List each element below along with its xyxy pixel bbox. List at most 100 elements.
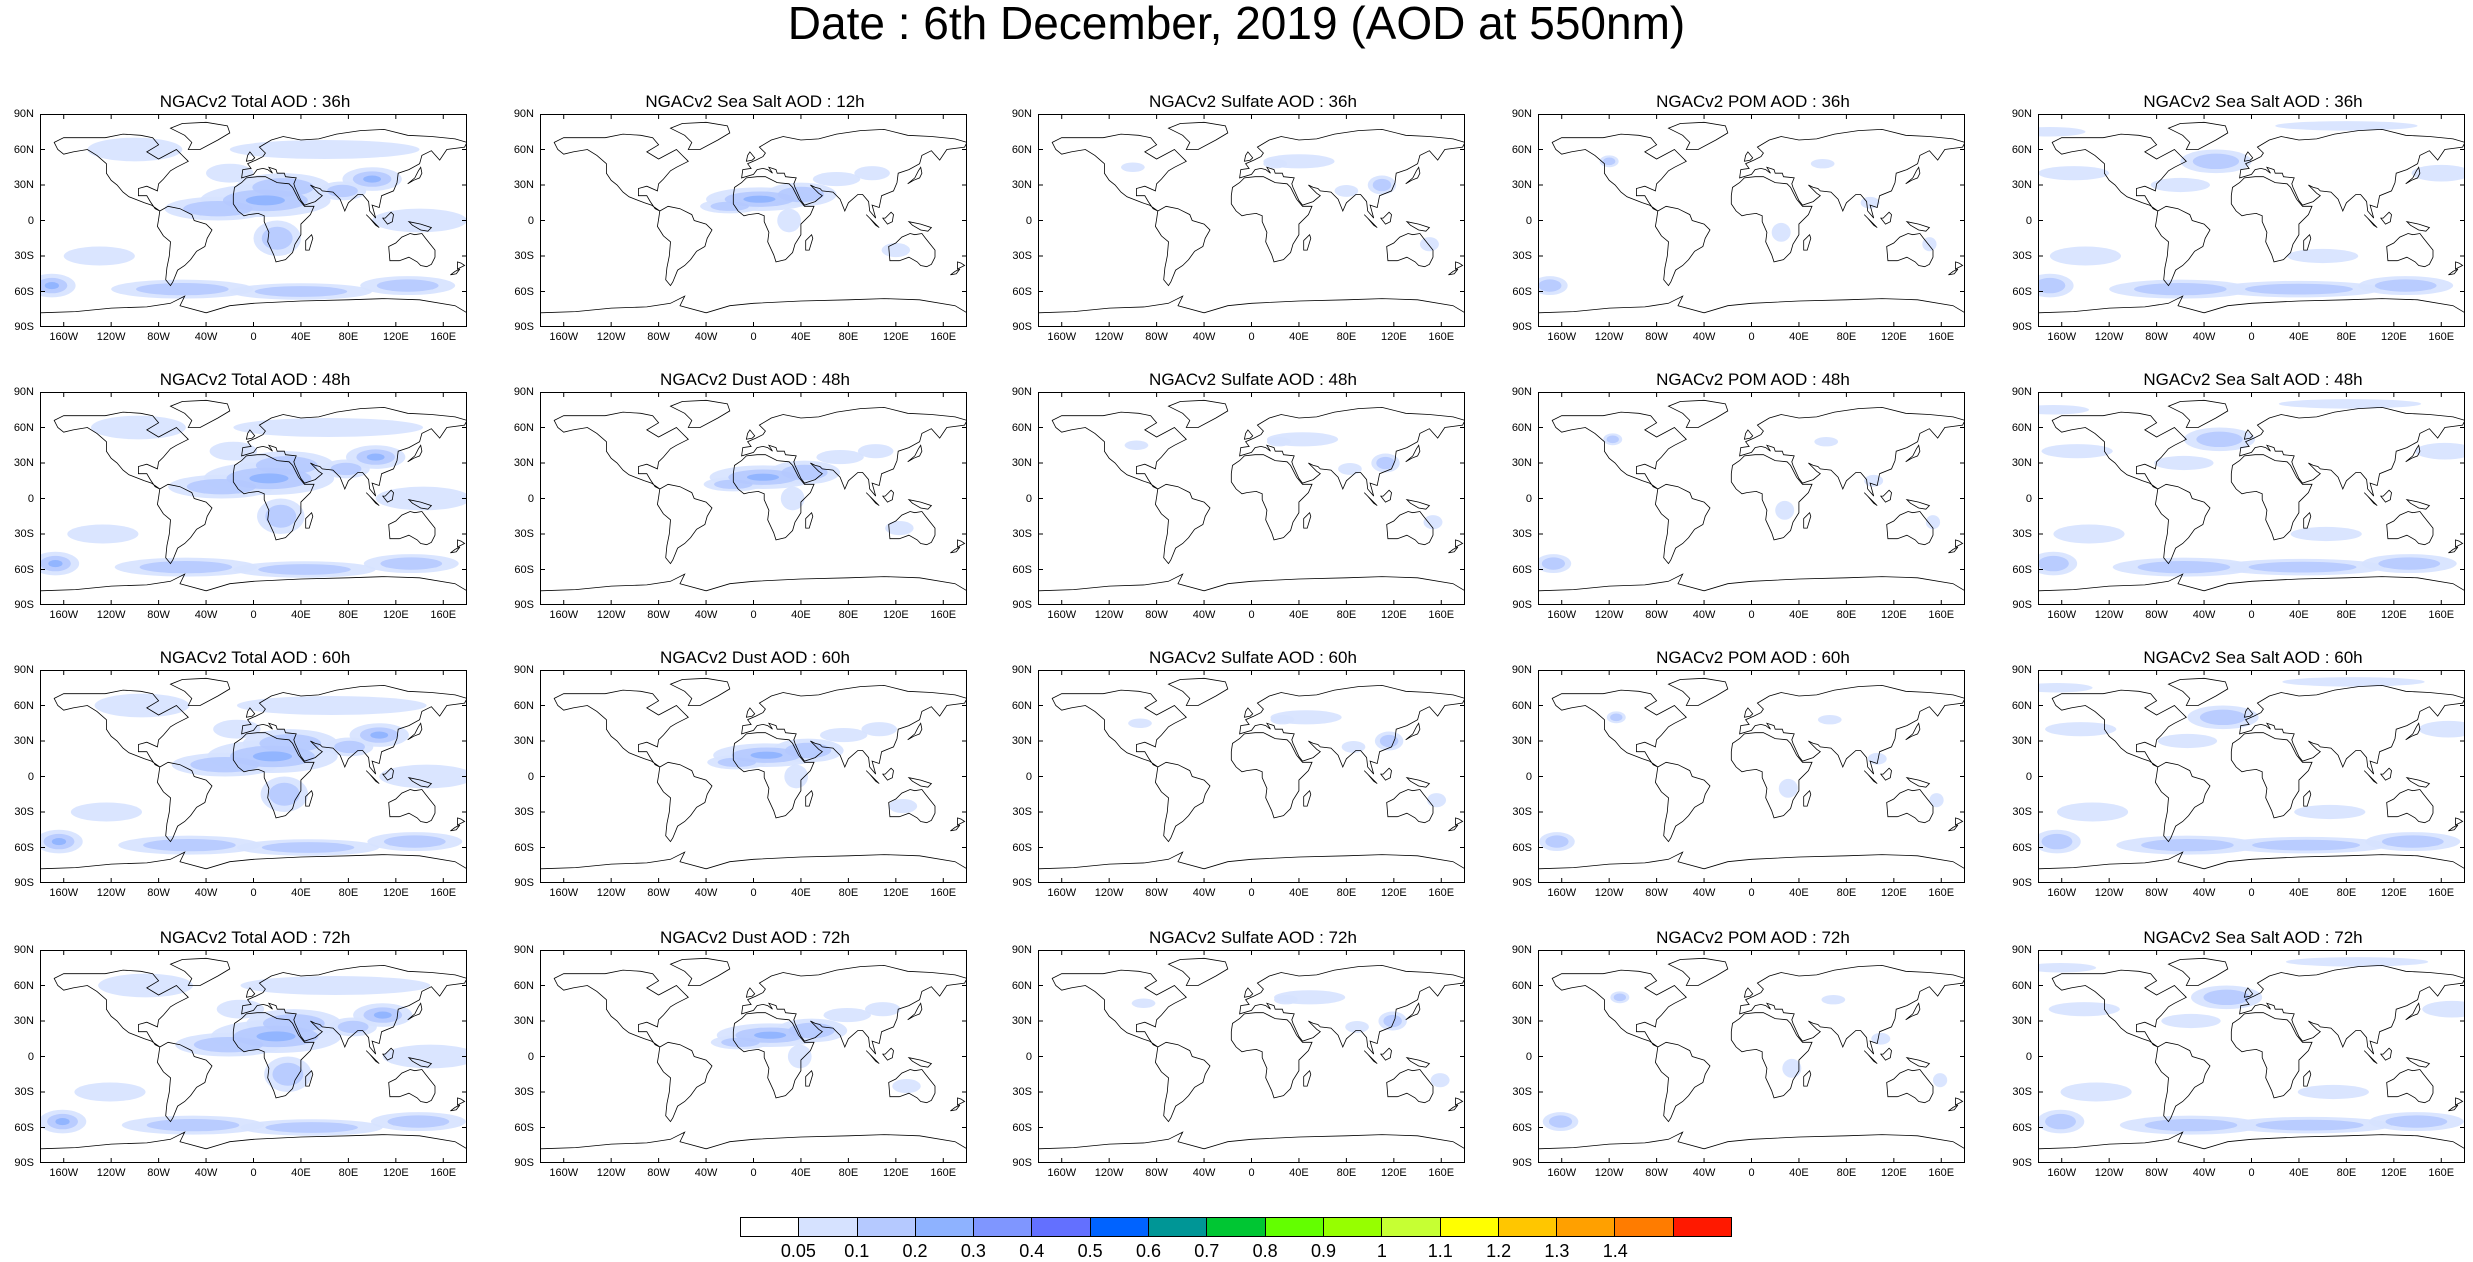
colorbar-swatch [1498, 1218, 1558, 1236]
lon-label: 0 [1248, 609, 1255, 621]
coastline [2230, 454, 2313, 541]
colorbar-label: 0.7 [1194, 1241, 1220, 1261]
coastline [1667, 957, 1729, 986]
world-map [2038, 670, 2465, 883]
aod-shading [1334, 185, 1359, 197]
coastline [457, 539, 466, 548]
coastline [1239, 684, 1465, 775]
lat-label: 60N [513, 699, 534, 712]
coastline [2239, 964, 2465, 1055]
lon-label: 160E [1428, 331, 1455, 343]
lat-label: 90N [13, 944, 34, 956]
lat-label: 30S [514, 806, 534, 818]
aod-shading [44, 282, 59, 290]
world-map [1038, 670, 1465, 883]
lon-label: 80E [838, 887, 859, 899]
coastline [2455, 817, 2464, 826]
coastline [888, 233, 936, 268]
coastline [1303, 1069, 1312, 1087]
aod-shading [252, 178, 314, 197]
aod-shading [63, 246, 135, 266]
coastline [1886, 789, 1934, 824]
lon-label: 80W [647, 609, 670, 621]
coastline [232, 454, 315, 541]
coastline [669, 121, 731, 150]
lon-label: 80W [647, 887, 670, 899]
lat-label: 90N [513, 664, 534, 676]
lat-label: 30S [14, 528, 34, 540]
coastline [2405, 166, 2421, 185]
aod-shading [268, 782, 300, 806]
colorbar-swatch [1557, 1218, 1616, 1236]
coastline [745, 707, 756, 718]
aod-shading [383, 835, 446, 848]
coastline [1879, 211, 1892, 225]
lat-label: 90N [13, 664, 34, 676]
lon-label: 40W [1192, 887, 1216, 899]
lon-label: 80E [338, 887, 359, 899]
aod-shading [717, 757, 757, 767]
coastline [732, 454, 815, 541]
map-panel: NGACv2 POM AOD : 36h 90N 60N 30N 0 30S 60S 90S 1… [1498, 92, 1968, 357]
aod-shading [1121, 162, 1145, 172]
coastline [1667, 677, 1729, 706]
lon-label: 80E [1836, 1167, 1857, 1179]
lat-label: 30S [1512, 806, 1532, 818]
colorbar-label: 0.1 [844, 1241, 870, 1261]
aod-shading [1932, 1073, 1948, 1088]
coastline [1905, 499, 1931, 510]
lon-label: 0 [1248, 1167, 1255, 1179]
lon-label: 120E [882, 331, 909, 343]
lat-label: 30N [1511, 179, 1532, 191]
coastline [1905, 166, 1921, 185]
coastline [1654, 1041, 1711, 1123]
lat-label: 60N [1511, 421, 1532, 434]
map-background [540, 392, 967, 605]
coastline [450, 546, 461, 554]
lon-label: 40E [1789, 1167, 1809, 1179]
aod-shading [143, 838, 236, 852]
lat-label: 90N [513, 386, 534, 398]
coastline [1448, 1104, 1459, 1112]
coastline [741, 684, 967, 775]
colorbar-label: 0.8 [1252, 1241, 1278, 1261]
lat-label: 0 [27, 492, 34, 505]
lat-label: 30N [13, 457, 34, 469]
coastline [1654, 761, 1711, 843]
lon-label: 120E [382, 1167, 409, 1179]
lat-label: 30N [13, 179, 34, 191]
lat-label: 30S [1012, 1086, 1032, 1098]
coastline [1405, 1002, 1421, 1021]
aod-shading [1419, 237, 1439, 252]
coastline [1551, 133, 1687, 212]
coastline [2405, 221, 2431, 232]
coastline [1803, 1069, 1812, 1087]
coastline [540, 573, 967, 605]
coastline [1243, 707, 1254, 718]
lat-label: 30S [514, 528, 534, 540]
lat-label: 90N [13, 108, 34, 120]
aod-shading [1430, 1073, 1450, 1088]
aod-shading [327, 184, 358, 198]
lat-label: 30S [1012, 250, 1032, 262]
colorbar-swatch [974, 1218, 1033, 1236]
aod-shading [91, 415, 186, 440]
lat-label: 0 [1025, 1050, 1032, 1063]
lat-label: 90S [1012, 877, 1032, 889]
coastline [2386, 511, 2434, 546]
aod-shading [272, 1062, 304, 1086]
coastline [2379, 211, 2392, 225]
lon-label: 160E [430, 1167, 457, 1179]
lon-label: 160E [2428, 331, 2455, 343]
panel-title: NGACv2 Sea Salt AOD : 72h [2143, 928, 2363, 947]
panel-title: NGACv2 Total AOD : 60h [159, 648, 351, 667]
aod-shading [2161, 1013, 2221, 1029]
lat-label: 30S [2012, 1086, 2032, 1098]
map-area [40, 114, 467, 327]
lat-label: 60S [1012, 285, 1032, 298]
lon-label: 40W [2192, 609, 2216, 621]
coastline [2448, 268, 2459, 276]
lon-label: 160W [1547, 331, 1577, 343]
lon-label: 40W [194, 1167, 218, 1179]
lat-label: 60S [514, 285, 534, 298]
